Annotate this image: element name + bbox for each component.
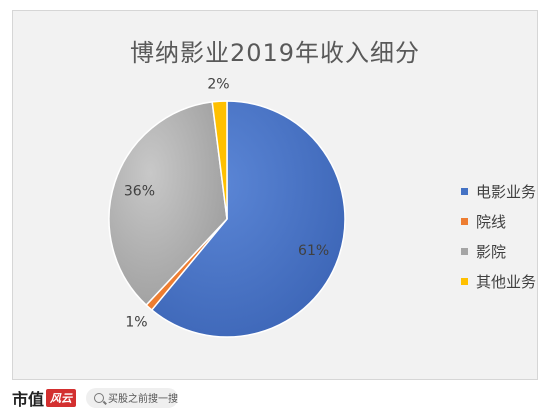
legend-swatch <box>461 217 468 225</box>
chart-frame: 博纳影业2019年收入细分 61% 1% 36% 2% 电影业务 院线 影院 <box>12 10 538 380</box>
legend-item: 其他业务 <box>461 266 536 296</box>
legend-label: 电影业务 <box>476 182 537 201</box>
data-label: 61% <box>298 243 329 259</box>
chart-title: 博纳影业2019年收入细分 <box>129 39 421 67</box>
legend-item: 电影业务 <box>461 176 536 206</box>
search-box[interactable]: 买股之前搜一搜 <box>86 387 179 408</box>
legend-swatch <box>461 187 468 195</box>
brand-badge: 风云 <box>46 388 77 407</box>
search-placeholder: 买股之前搜一搜 <box>108 394 179 405</box>
legend-swatch <box>461 277 468 285</box>
pie-slice-4 <box>211 100 228 220</box>
pie-chart: 61% 1% 36% 2% <box>108 77 346 338</box>
legend-item: 院线 <box>461 206 536 236</box>
legend-label: 其他业务 <box>476 272 537 291</box>
footer-bar: 市值 风云 买股之前搜一搜 <box>0 380 550 415</box>
legend: 电影业务 院线 影院 其他业务 <box>461 176 536 296</box>
legend-swatch <box>461 247 468 255</box>
search-icon <box>94 392 105 403</box>
pie-slice-1 <box>150 100 346 338</box>
legend-label: 影院 <box>476 242 507 261</box>
legend-item: 影院 <box>461 236 536 266</box>
data-label: 2% <box>207 77 229 93</box>
legend-label: 院线 <box>476 212 507 231</box>
brand-name: 市值 <box>12 389 45 409</box>
data-label: 36% <box>124 184 155 200</box>
brand-logo: 市值 风云 <box>12 386 77 410</box>
pie-slice-3 <box>108 101 228 307</box>
data-label: 1% <box>125 315 147 331</box>
